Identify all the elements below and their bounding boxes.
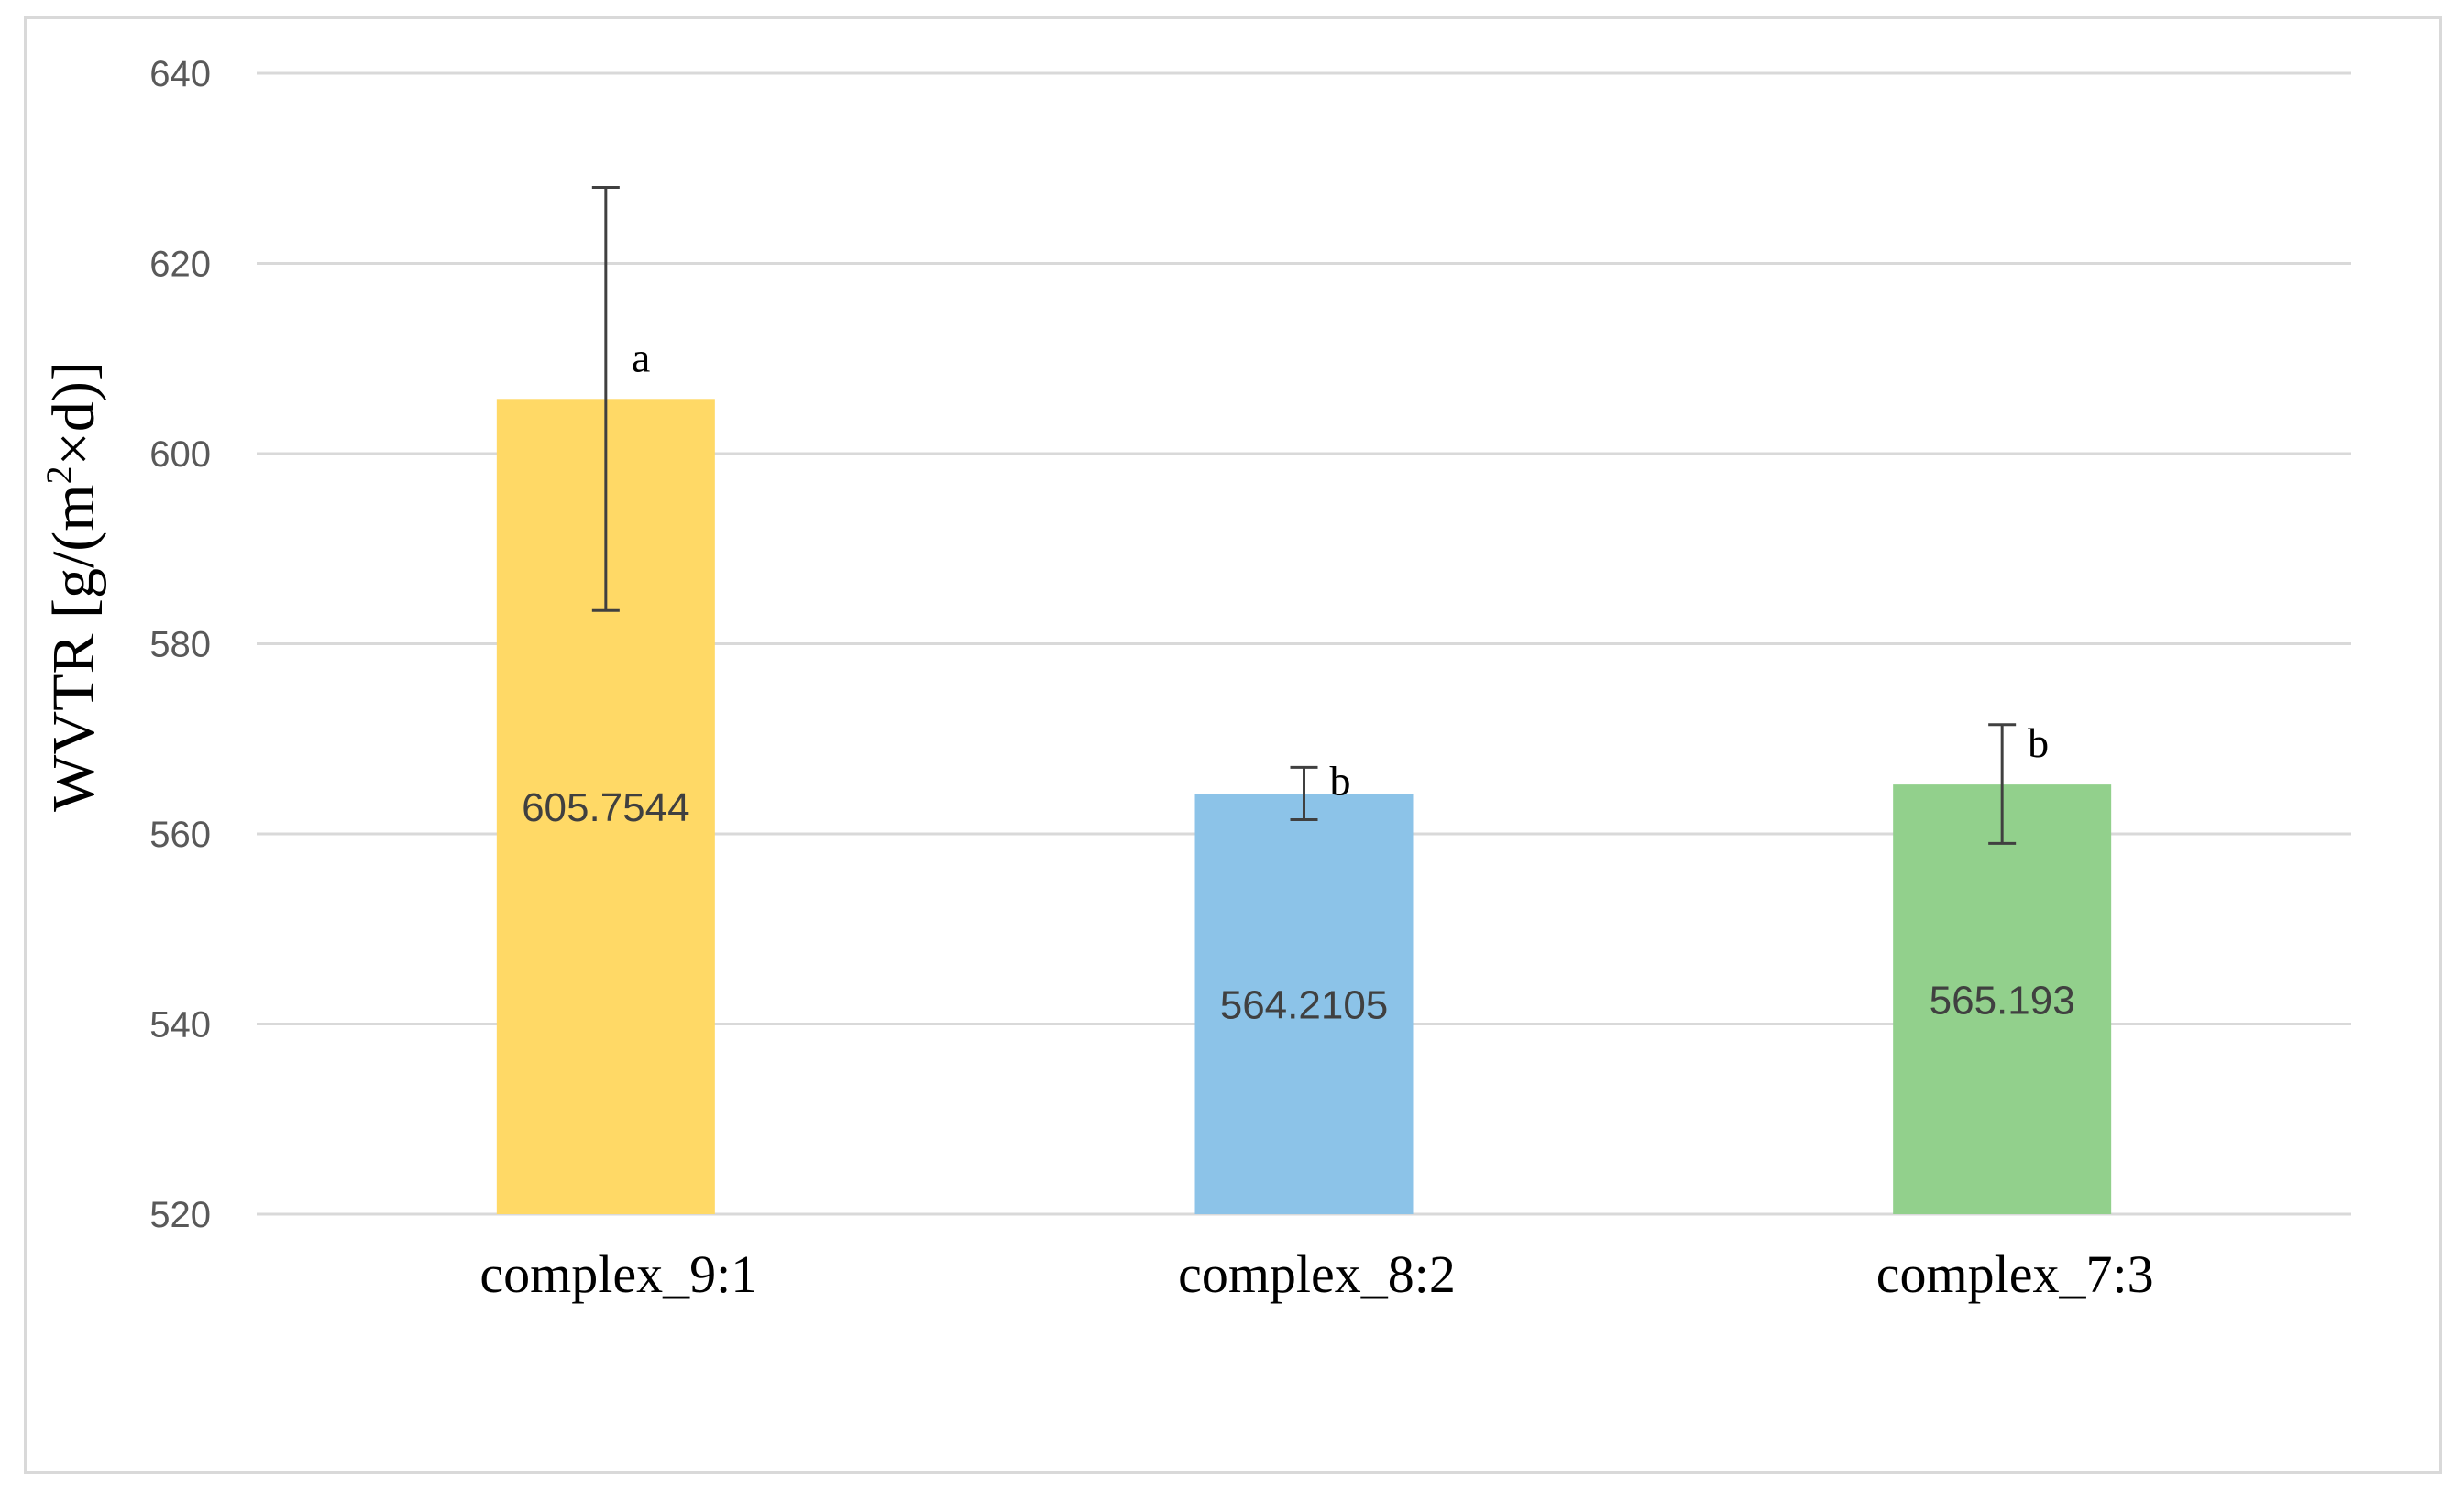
error-bar-2: [1988, 723, 2017, 845]
value-label-2: 565.193: [1930, 979, 2075, 1024]
bar-2: [1893, 784, 2112, 1214]
error-bars: [591, 186, 2017, 845]
y-axis-title-suffix: ×d)]: [40, 361, 107, 466]
error-bar-1: [1290, 765, 1318, 821]
category-label-0: complex_9:1: [479, 1244, 757, 1304]
y-tick-label-6: 640: [149, 54, 211, 94]
y-tick-label-2: 560: [149, 815, 211, 855]
y-axis-title-prefix: WVTR [g/(m: [40, 484, 107, 811]
y-tick-label-4: 600: [149, 434, 211, 475]
y-tick-label-1: 540: [149, 1005, 211, 1046]
value-label-1: 564.2105: [1220, 983, 1389, 1028]
significance-label-2: b: [2028, 719, 2049, 766]
value-label-0: 605.7544: [522, 785, 690, 830]
significance-label-0: a: [632, 334, 650, 380]
chart-frame: [24, 16, 2442, 1474]
y-tick-label-3: 580: [149, 625, 211, 665]
x-axis-category-labels: complex_9:1 complex_8:2 complex_7:3: [479, 1244, 2153, 1304]
y-axis-tick-labels: 520 540 560 580 600 620 640: [149, 54, 211, 1235]
y-tick-label-5: 620: [149, 245, 211, 285]
y-axis-title-superscript: 2: [38, 466, 80, 484]
significance-label-1: b: [1330, 757, 1351, 804]
y-tick-label-0: 520: [149, 1195, 211, 1235]
category-label-1: complex_8:2: [1178, 1244, 1456, 1304]
bar-1: [1194, 794, 1414, 1214]
y-axis-title: WVTR [g/(m2×d)]: [38, 361, 107, 812]
error-bar-0: [591, 186, 620, 612]
category-label-2: complex_7:3: [1876, 1244, 2154, 1304]
data-labels: 605.7544 a 564.2105 b 565.193 b: [522, 334, 2075, 1027]
